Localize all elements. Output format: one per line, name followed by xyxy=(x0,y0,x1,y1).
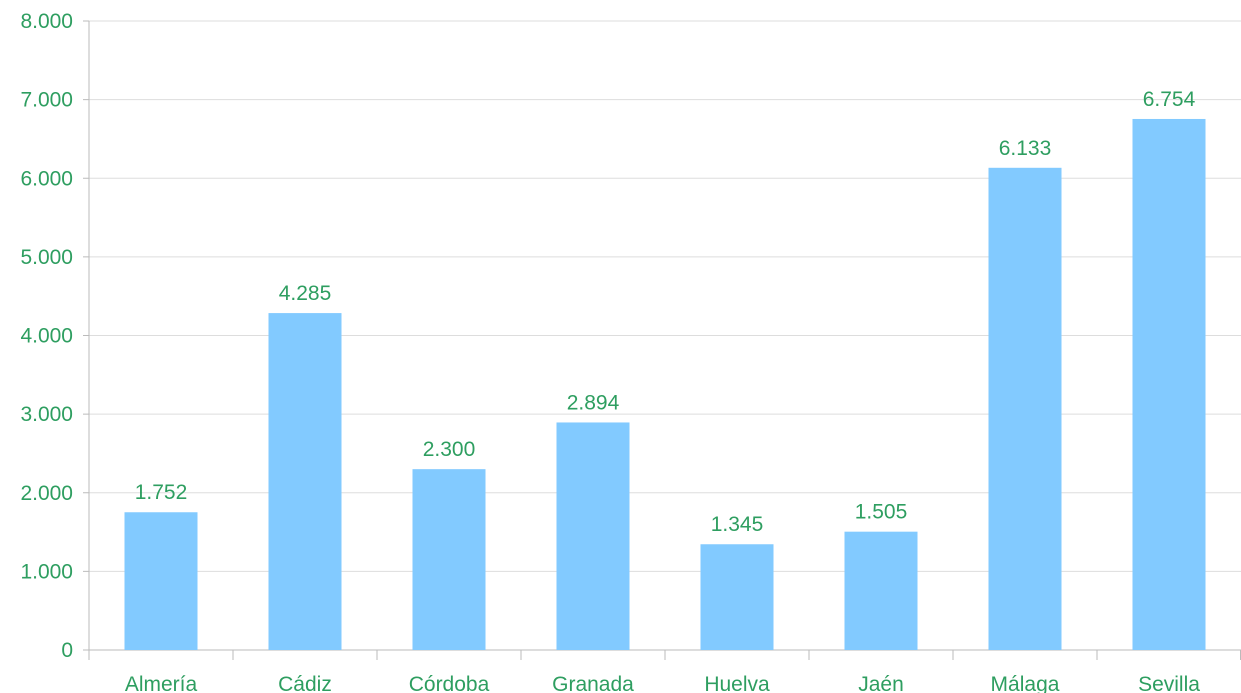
category-label-5: Jaén xyxy=(858,673,904,693)
data-label-0: 1.752 xyxy=(135,481,188,504)
bar-2 xyxy=(412,469,486,650)
y-tick-label: 3.000 xyxy=(20,403,73,426)
category-label-4: Huelva xyxy=(704,673,770,693)
bar-5 xyxy=(844,531,918,650)
bar-4 xyxy=(700,544,774,650)
bar-0 xyxy=(124,512,198,650)
y-tick-label: 8.000 xyxy=(20,10,73,33)
category-label-0: Almería xyxy=(125,673,198,693)
data-label-7: 6.754 xyxy=(1143,88,1196,111)
y-tick-label: 4.000 xyxy=(20,325,73,348)
y-tick-label: 5.000 xyxy=(20,246,73,269)
bar-3 xyxy=(556,422,630,650)
y-tick-label: 1.000 xyxy=(20,560,73,583)
data-label-2: 2.300 xyxy=(423,438,476,461)
axes xyxy=(83,20,1241,660)
data-label-5: 1.505 xyxy=(855,501,908,524)
category-label-1: Cádiz xyxy=(278,673,332,693)
y-tick-label: 7.000 xyxy=(20,89,73,112)
bars xyxy=(124,118,1206,651)
category-label-7: Sevilla xyxy=(1138,673,1200,693)
data-label-4: 1.345 xyxy=(711,513,764,536)
y-tick-label: 2.000 xyxy=(20,482,73,505)
bar-6 xyxy=(988,167,1062,650)
y-tick-label: 0 xyxy=(61,639,73,662)
category-label-2: Córdoba xyxy=(409,673,490,693)
grid-lines xyxy=(89,20,1241,572)
y-tick-label: 6.000 xyxy=(20,167,73,190)
data-label-3: 2.894 xyxy=(567,391,620,414)
category-label-3: Granada xyxy=(552,673,634,693)
category-label-6: Málaga xyxy=(991,673,1060,693)
bar-7 xyxy=(1132,118,1206,651)
labels: 0 1.000 2.000 3.000 4.000 5.000 6.000 7.000 8.00… xyxy=(20,10,1200,693)
data-label-6: 6.133 xyxy=(999,137,1052,160)
bar-1 xyxy=(268,313,342,650)
data-label-1: 4.285 xyxy=(279,282,332,305)
